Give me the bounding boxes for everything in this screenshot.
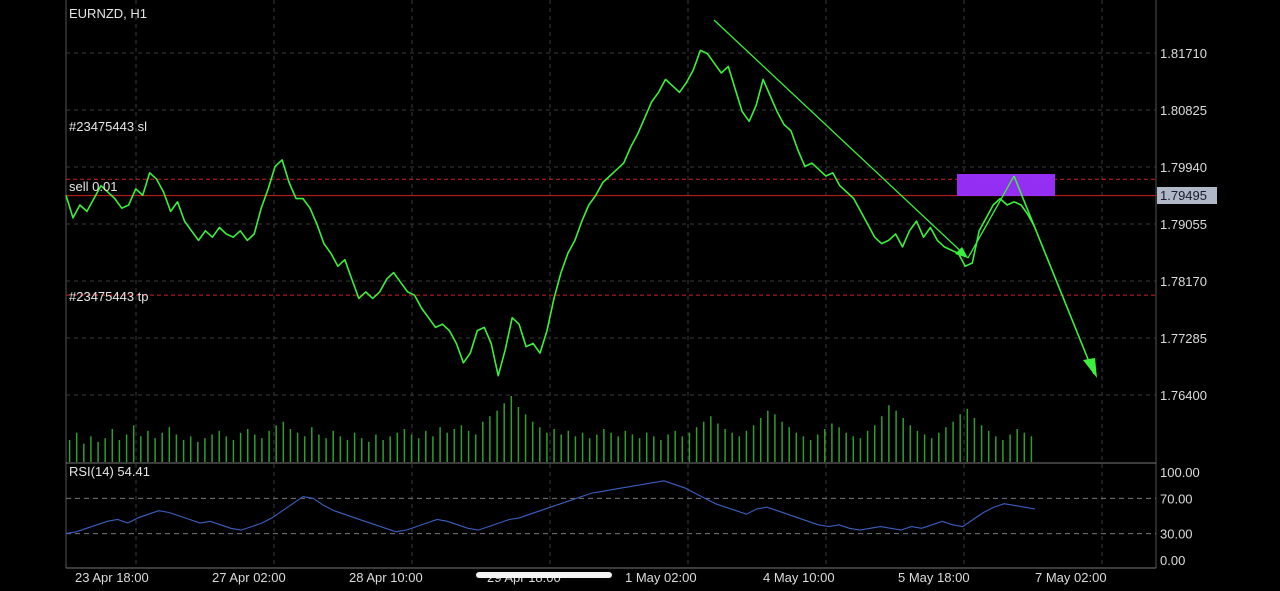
rsi-axis: 100.00 70.00 30.00 0.00 — [1160, 465, 1200, 568]
chart-frame — [65, 0, 1157, 569]
trend-line-projection — [1013, 175, 1095, 375]
price-axis: 1.81710 1.80825 1.79940 1.79055 1.78170 1.772… — [1160, 46, 1207, 403]
time-tick-label: 7 May 02:00 — [1035, 570, 1107, 585]
price-tick-label: 1.80825 — [1160, 103, 1207, 118]
rsi-line — [65, 480, 1036, 535]
rsi-levels — [66, 497, 1156, 535]
time-tick-label: 1 May 02:00 — [625, 570, 697, 585]
rsi-tick-label: 100.00 — [1160, 465, 1200, 480]
rsi-label: RSI(14) 54.41 — [69, 464, 150, 479]
price-tick-label: 1.77285 — [1160, 331, 1207, 346]
trend-drawings[interactable] — [713, 19, 1097, 378]
rsi-tick-label: 0.00 — [1160, 553, 1185, 568]
home-indicator[interactable] — [476, 572, 612, 578]
price-line — [65, 49, 1036, 377]
order-lines — [66, 178, 1156, 296]
price-tick-label: 1.76400 — [1160, 388, 1207, 403]
current-price-badge: 1.79495 — [1157, 187, 1217, 204]
order-position-label[interactable]: sell 0.01 — [69, 179, 117, 194]
rsi-tick-label: 70.00 — [1160, 491, 1193, 506]
time-tick-label: 5 May 18:00 — [898, 570, 970, 585]
time-tick-label: 27 Apr 02:00 — [212, 570, 286, 585]
highlight-box[interactable] — [957, 174, 1055, 196]
price-tick-label: 1.79055 — [1160, 217, 1207, 232]
time-tick-label: 23 Apr 18:00 — [75, 570, 149, 585]
trend-line-up — [967, 175, 1015, 259]
trend-arrow-head-1 — [955, 247, 968, 258]
order-sl-label[interactable]: #23475443 sl — [69, 119, 147, 134]
trend-arrow-head-2 — [1083, 358, 1097, 378]
grid — [66, 0, 1156, 568]
price-tick-label: 1.78170 — [1160, 274, 1207, 289]
rsi-tick-label: 30.00 — [1160, 527, 1193, 542]
price-tick-label: 1.81710 — [1160, 46, 1207, 61]
volume-histogram — [68, 396, 1033, 462]
time-tick-label: 4 May 10:00 — [763, 570, 835, 585]
price-tick-label: 1.79940 — [1160, 160, 1207, 175]
symbol-title: EURNZD, H1 — [69, 6, 147, 21]
current-price-value: 1.79495 — [1160, 188, 1207, 203]
trend-line-down — [713, 19, 969, 259]
order-tp-label[interactable]: #23475443 tp — [69, 289, 149, 304]
time-tick-label: 28 Apr 10:00 — [349, 570, 423, 585]
